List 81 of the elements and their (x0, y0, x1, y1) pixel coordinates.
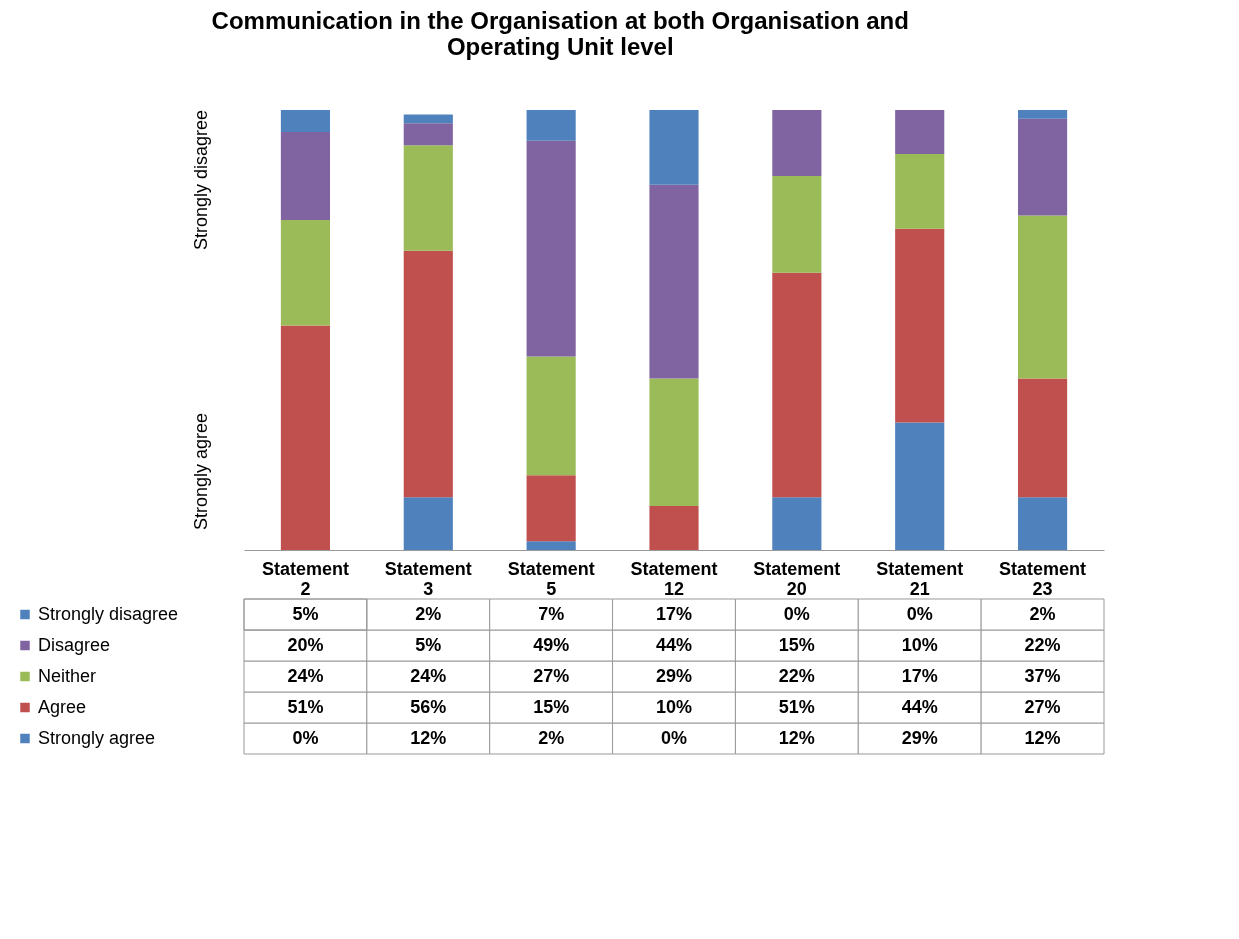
bar (649, 184, 699, 379)
bar (772, 497, 822, 550)
bar (895, 154, 945, 229)
data-label: 56% (410, 696, 447, 717)
bar (403, 145, 453, 251)
chart-title: Communication in the Organisation at both Organisation and Operating Unit level (211, 7, 909, 60)
legend-label: Strongly disagree (38, 603, 179, 624)
bar (772, 176, 822, 273)
bar (403, 250, 453, 498)
data-label: 22% (778, 665, 815, 686)
bar (895, 110, 945, 154)
bar (526, 356, 576, 476)
bar (280, 132, 330, 220)
data-label: 5% (415, 634, 442, 655)
bar (772, 272, 822, 498)
bar (526, 475, 576, 542)
bar (649, 506, 699, 550)
legend-label: Agree (38, 696, 87, 717)
bar (526, 541, 576, 550)
bar (895, 422, 945, 550)
data-label: 2% (538, 727, 565, 748)
data-label: 12% (1024, 727, 1061, 748)
data-label: 27% (1024, 696, 1061, 717)
data-label: 12% (410, 727, 447, 748)
legend-label: Disagree (38, 634, 111, 655)
x-tick-label: Statement 21 (876, 558, 964, 599)
data-label: 51% (287, 696, 324, 717)
data-label: 10% (901, 634, 938, 655)
bar (772, 110, 822, 176)
legend-label: Neither (38, 665, 97, 686)
data-label: 44% (901, 696, 938, 717)
data-label: 29% (655, 665, 693, 686)
data-label: 20% (287, 634, 324, 655)
data-label: 22% (1024, 634, 1061, 655)
x-tick-label: Statement 5 (507, 558, 595, 599)
bar (1018, 110, 1068, 119)
data-label: 27% (533, 665, 570, 686)
data-label: 17% (901, 665, 938, 686)
bar (280, 110, 330, 132)
text: Strongly agree (191, 412, 211, 530)
data-label: 44% (655, 634, 693, 655)
bar (280, 220, 330, 326)
bar (1018, 215, 1068, 379)
bar (403, 123, 453, 146)
bar (403, 114, 453, 124)
data-label: 10% (655, 696, 693, 717)
bar (895, 228, 945, 423)
bar (649, 110, 699, 185)
bar (403, 497, 453, 550)
data-label: 7% (538, 603, 565, 624)
text: Strongly disagree (191, 110, 211, 251)
bar (526, 140, 576, 357)
data-label: 5% (292, 603, 319, 624)
data-label: 24% (410, 665, 447, 686)
data-label: 0% (783, 603, 810, 624)
data-label: 0% (292, 727, 319, 748)
data-label: 0% (906, 603, 933, 624)
x-tick-label: Statement 12 (630, 558, 718, 599)
data-label: 37% (1024, 665, 1061, 686)
bar (280, 325, 330, 550)
data-label: 12% (778, 727, 815, 748)
legend-label: Strongly agree (38, 727, 156, 748)
data-label: 15% (778, 634, 815, 655)
data-label: 24% (287, 665, 324, 686)
x-tick-label: Statement 3 (384, 558, 472, 599)
data-label: 29% (901, 727, 938, 748)
data-label: 49% (533, 634, 570, 655)
bar (649, 378, 699, 506)
bar (1018, 118, 1068, 216)
bar (1018, 497, 1068, 550)
data-label: 2% (415, 603, 442, 624)
data-label: 15% (533, 696, 570, 717)
data-label: 51% (778, 696, 815, 717)
data-label: 0% (660, 727, 688, 748)
x-tick-label: Statement 2 (261, 558, 349, 599)
bar (526, 110, 576, 141)
bar (1018, 378, 1068, 498)
data-label: 17% (655, 603, 693, 624)
data-label: 2% (1029, 603, 1056, 624)
x-tick-label: Statement 23 (999, 558, 1087, 599)
x-tick-label: Statement 20 (753, 558, 841, 599)
